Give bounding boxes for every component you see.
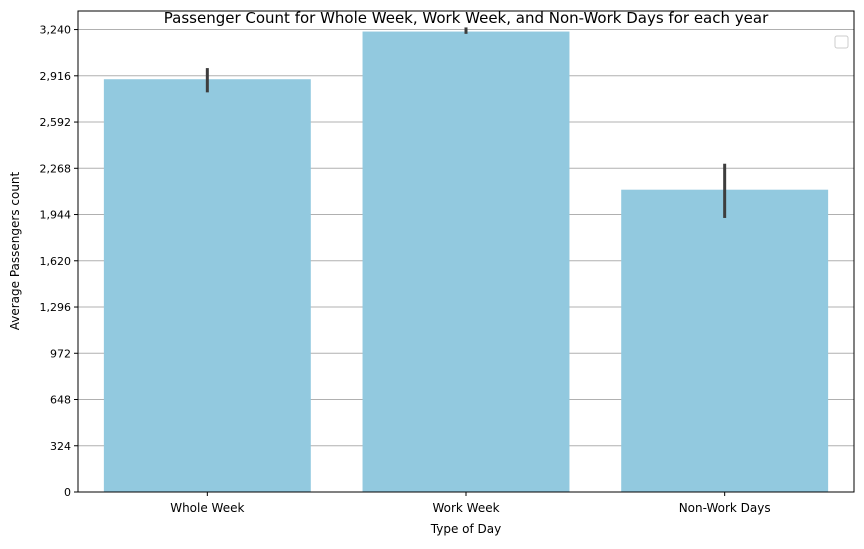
y-tick-label: 1,620 bbox=[40, 255, 72, 268]
y-tick-label: 3,240 bbox=[40, 24, 72, 37]
y-tick-label: 648 bbox=[50, 394, 71, 407]
y-tick-label: 1,296 bbox=[40, 301, 72, 314]
x-tick-label: Non-Work Days bbox=[679, 501, 771, 515]
y-tick-label: 972 bbox=[50, 347, 71, 360]
y-axis-ticks: 0 324 648 972 1,296 1,620 1,944 2,268 2,592 2,916… bbox=[40, 24, 78, 499]
bar bbox=[621, 189, 829, 492]
y-tick-label: 0 bbox=[64, 486, 71, 499]
x-axis-label: Type of Day bbox=[430, 522, 501, 536]
legend-box bbox=[834, 35, 849, 49]
bars bbox=[103, 31, 829, 493]
y-tick-label: 2,268 bbox=[40, 162, 72, 175]
x-tick-label: Whole Week bbox=[170, 501, 244, 515]
error-bars bbox=[205, 27, 727, 218]
y-tick-label: 2,592 bbox=[40, 116, 72, 129]
y-tick-label: 2,916 bbox=[40, 70, 72, 83]
y-tick-label: 324 bbox=[50, 440, 71, 453]
bar bbox=[103, 79, 311, 493]
x-axis-ticks: Whole Week Work Week Non-Work Days bbox=[170, 492, 771, 515]
y-tick-label: 1,944 bbox=[40, 209, 72, 222]
x-tick-label: Work Week bbox=[432, 501, 499, 515]
chart-title: Passenger Count for Whole Week, Work Wee… bbox=[164, 9, 769, 27]
y-axis-label: Average Passengers count bbox=[8, 171, 22, 330]
bar bbox=[362, 31, 570, 493]
